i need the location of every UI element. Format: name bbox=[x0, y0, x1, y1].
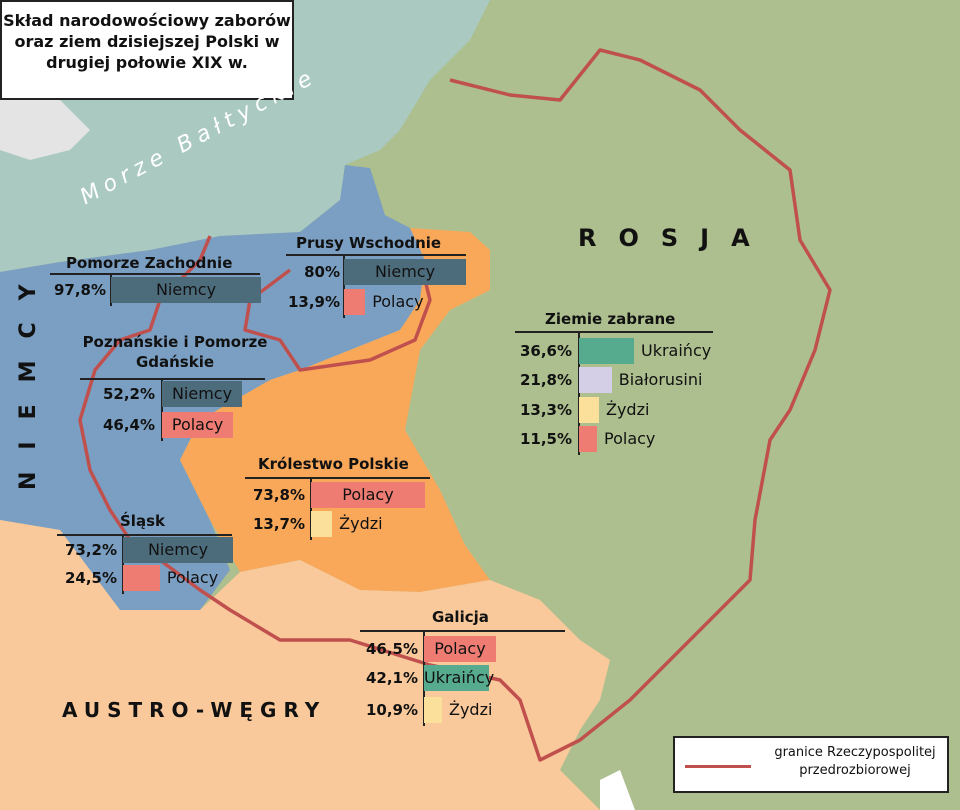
region-divider bbox=[57, 534, 232, 536]
percent-value: 36,6% bbox=[519, 342, 572, 360]
region-title: Pomorze Zachodnie bbox=[66, 254, 233, 272]
percent-value: 80% bbox=[304, 263, 340, 281]
group-label: Ukraińcy bbox=[424, 668, 495, 687]
percent-value: 21,8% bbox=[519, 371, 572, 389]
group-label: Polacy bbox=[342, 485, 394, 504]
region-axis bbox=[110, 273, 112, 306]
region-divider bbox=[80, 378, 265, 380]
bar-zydzi bbox=[424, 697, 442, 723]
group-label: Niemcy bbox=[155, 280, 217, 299]
bar-zydzi bbox=[311, 511, 333, 537]
bar-polacy bbox=[344, 289, 366, 315]
austria-label: AUSTRO-WĘGRY bbox=[62, 698, 327, 722]
percent-value: 13,9% bbox=[287, 293, 340, 311]
region-axis bbox=[161, 378, 163, 441]
percent-value: 11,5% bbox=[519, 430, 572, 448]
bar-polacy bbox=[311, 482, 425, 508]
region-axis bbox=[310, 477, 312, 540]
region-divider bbox=[50, 273, 260, 275]
region-divider bbox=[360, 630, 565, 632]
group-label: Polacy bbox=[372, 292, 424, 311]
bar-bialorusini bbox=[579, 367, 612, 393]
legend-label: granice Rzeczypospolitej przedrozbiorowe… bbox=[774, 745, 936, 778]
region-divider bbox=[245, 477, 430, 479]
percent-value: 42,1% bbox=[365, 669, 418, 687]
percent-value: 46,4% bbox=[102, 416, 155, 434]
region-divider bbox=[515, 331, 713, 333]
percent-value: 73,2% bbox=[64, 541, 117, 559]
group-label: Polacy bbox=[166, 568, 219, 587]
percent-value: 46,5% bbox=[365, 640, 418, 658]
region-axis bbox=[423, 630, 425, 726]
region-axis bbox=[122, 534, 124, 594]
bar-zydzi bbox=[579, 397, 599, 423]
bar-polacy bbox=[424, 636, 496, 662]
region-title: Prusy Wschodnie bbox=[296, 234, 442, 252]
group-label: Polacy bbox=[604, 429, 656, 448]
group-label: Polacy bbox=[171, 415, 224, 434]
germany-label: NIEMCY bbox=[16, 262, 41, 490]
percent-value: 13,3% bbox=[519, 401, 572, 419]
group-label: Niemcy bbox=[147, 540, 209, 559]
region-title: Śląsk bbox=[120, 512, 165, 530]
bar-polacy bbox=[579, 426, 597, 452]
group-label: Białorusini bbox=[618, 370, 703, 389]
region-axis bbox=[578, 331, 580, 455]
percent-value: 24,5% bbox=[64, 569, 117, 587]
percent-value: 52,2% bbox=[102, 385, 155, 403]
region-title: Królestwo Polskie bbox=[258, 455, 409, 473]
group-label: Żydzi bbox=[339, 514, 383, 533]
percent-value: 13,7% bbox=[252, 515, 305, 533]
region-divider bbox=[286, 254, 466, 256]
bar-niemcy bbox=[123, 537, 233, 563]
bar-niemcy bbox=[162, 381, 242, 407]
scandinavia-land bbox=[0, 100, 90, 160]
bar-niemcy bbox=[344, 259, 466, 285]
white-land-bottom bbox=[600, 770, 635, 810]
region-title: Galicja bbox=[432, 608, 489, 626]
group-label: Niemcy bbox=[171, 384, 233, 403]
bar-ukraincy bbox=[424, 665, 490, 691]
bar-niemcy bbox=[111, 277, 261, 303]
region-title: Ziemie zabrane bbox=[545, 310, 676, 328]
bar-polacy bbox=[162, 412, 234, 438]
region-title: Poznańskie i Pomorze Gdańskie bbox=[82, 333, 268, 371]
group-label: Żydzi bbox=[449, 700, 493, 719]
percent-value: 73,8% bbox=[252, 486, 305, 504]
group-label: Niemcy bbox=[374, 262, 436, 281]
austria-area bbox=[0, 520, 610, 810]
border-line-swatch bbox=[685, 765, 751, 768]
group-label: Żydzi bbox=[605, 400, 650, 419]
legend: granice Rzeczypospolitej przedrozbiorowe… bbox=[673, 736, 949, 793]
group-label: Polacy bbox=[434, 639, 486, 658]
russia-label: ROSJA bbox=[578, 224, 772, 252]
pre-partition-border bbox=[78, 48, 832, 762]
region-axis bbox=[343, 254, 345, 318]
map-title: Skład narodowościowy zaborów oraz ziem d… bbox=[0, 0, 294, 100]
group-label: Ukraińcy bbox=[641, 341, 712, 360]
bar-polacy bbox=[123, 565, 160, 591]
percent-value: 10,9% bbox=[365, 701, 418, 719]
bar-ukraincy bbox=[579, 338, 634, 364]
percent-value: 97,8% bbox=[53, 281, 106, 299]
